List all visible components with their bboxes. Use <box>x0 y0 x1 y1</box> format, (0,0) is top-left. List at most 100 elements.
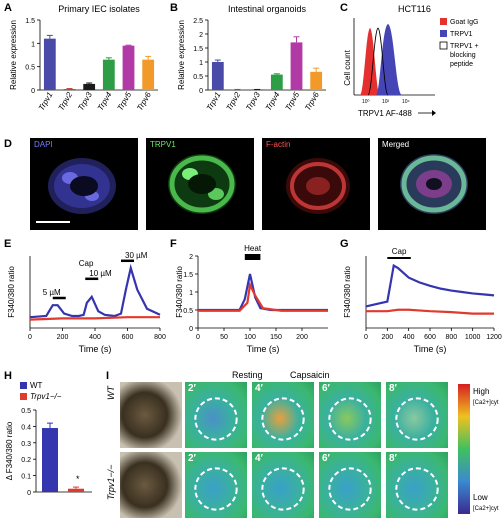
roi-outline <box>395 467 439 511</box>
heatmap-trpv1-ko-2: 4′ <box>252 452 314 518</box>
chartB-ytick-label-0: 0 <box>199 88 203 95</box>
chart-h-bar-1 <box>68 488 84 492</box>
row-label-wt: WT <box>106 386 116 400</box>
chartF-xlabel: Time (s) <box>247 344 280 354</box>
chartG-xtick-label-2: 400 <box>403 334 415 341</box>
chart-e-dose-label-2: 30 µM <box>125 251 148 260</box>
heatmap-trpv1-ko-3: 6′ <box>319 452 381 518</box>
chartF-ytick-label-2: 1 <box>189 290 193 297</box>
roi-outline <box>328 397 372 441</box>
panel-label-h: H <box>4 370 12 382</box>
chart-c-legend-4: peptide <box>450 61 473 68</box>
chartF-series-0 <box>198 273 328 312</box>
chartE-xtick-label-1: 200 <box>57 334 69 341</box>
chart-c-legend-2: TRPV1 + <box>450 43 479 50</box>
micrograph-trpv1: TRPV1 <box>146 138 254 230</box>
colorbar-ca-low: [Ca2+]cyt <box>473 506 499 512</box>
chartG-series-1 <box>366 308 494 315</box>
chartF-ytick-label-3: 1.5 <box>183 272 193 279</box>
chart-c-legend-0: Goat IgG <box>450 19 478 26</box>
chart-f: 0 50 100 150 200 0 0.5 1 1.5 2 F340/380 ratio Time … <box>175 244 328 354</box>
chart-h-ytick-label-2: 0.2 <box>21 457 31 464</box>
timepoint-label: 6′ <box>322 383 330 394</box>
chart-h-star: * <box>76 474 80 484</box>
chartE-series-0 <box>29 263 161 319</box>
chartA-ytick-label-2: 1 <box>31 41 35 48</box>
heatmap-wt-3: 6′ <box>319 382 381 448</box>
chartA-xtick-0: Trpv1 <box>37 91 55 113</box>
chartG-xlabel: Time (s) <box>414 344 447 354</box>
chart-c-flow: HCT116 Cell count 10⁰ 10² 10⁴ TRPV1 AF-488… <box>343 4 479 118</box>
chartG-xtick-label-5: 1000 <box>465 334 481 341</box>
chartF-xtick-label-3: 150 <box>270 334 282 341</box>
chart-h-legend-1: Trpv1−/− <box>30 392 62 401</box>
chart-a: Primary IEC isolates Relative expression 0… <box>9 4 158 113</box>
chartB-bar-4 <box>290 42 303 90</box>
chartA-bar-1 <box>63 89 76 90</box>
channel-label-f-actin: F-actin <box>266 140 291 149</box>
chartB-ytick-label-5: 2.5 <box>193 18 203 25</box>
chartA-ylabel: Relative expression <box>9 20 18 90</box>
chartA-ytick-label-1: 0.5 <box>25 65 35 72</box>
chartF-ytick-label-4: 2 <box>189 254 193 261</box>
colorbar-high: High <box>473 387 489 396</box>
channel-label-dapi: DAPI <box>34 140 53 149</box>
roi-outline <box>261 397 305 441</box>
svg-text:10⁰: 10⁰ <box>362 99 370 105</box>
chartA-xtick-5: Trpv6 <box>135 90 153 112</box>
chartB-title: Intestinal organoids <box>228 4 307 14</box>
chart-e-dose-label-1: 10 µM <box>89 269 112 278</box>
chart-h-legend-swatch-1 <box>20 393 27 400</box>
chartE-xtick-label-3: 600 <box>122 334 134 341</box>
colorbar: High [Ca2+]cyt Low [Ca2+]cyt <box>458 384 499 514</box>
chartG-xtick-label-3: 600 <box>424 334 436 341</box>
chartF-ytick-label-0: 0 <box>189 326 193 333</box>
micrograph-f-actin: F-actin <box>262 138 370 230</box>
chartB-bar-0 <box>211 62 224 90</box>
chart-f-heat-label: Heat <box>244 244 262 253</box>
svg-text:10²: 10² <box>382 99 390 105</box>
chartA-bar-4 <box>122 45 135 90</box>
chartB-bar-5 <box>310 71 323 90</box>
chartB-ylabel: Relative expression <box>177 20 186 90</box>
timepoint-label: 2′ <box>188 383 196 394</box>
chartF-xtick-label-1: 50 <box>220 334 228 341</box>
chartE-series-1 <box>29 316 160 321</box>
panel-label-c: C <box>340 2 348 14</box>
chartE-xtick-label-4: 800 <box>154 334 166 341</box>
chartE-xlabel: Time (s) <box>79 344 112 354</box>
heatmap-wt-2: 4′ <box>252 382 314 448</box>
chart-h-ytick-label-1: 0.1 <box>21 474 31 481</box>
chartA-xtick-2: Trpv3 <box>76 90 94 112</box>
chartA-bar-5 <box>142 59 155 90</box>
chart-h-ytick-label-5: 0.5 <box>21 408 31 415</box>
panel-label-f: F <box>170 238 177 250</box>
chartE-ylabel: F340/380 ratio <box>7 266 16 318</box>
chartG-xtick-label-6: 1200 <box>486 334 502 341</box>
chart-c-legend-3: blocking <box>450 52 476 59</box>
chart-h-ytick-label-3: 0.3 <box>21 441 31 448</box>
chartA-bar-0 <box>43 38 56 90</box>
panel-label-d: D <box>4 138 12 150</box>
chartB-ytick-label-1: 0.5 <box>193 74 203 81</box>
chart-h: WT Trpv1−/− 0 0.1 0.2 0.3 0.4 0.5 * Δ F340/380 ra… <box>5 381 92 497</box>
micrograph-dapi: DAPI <box>30 138 138 230</box>
chart-c-title: HCT116 <box>398 4 431 14</box>
chartA-title: Primary IEC isolates <box>58 4 140 14</box>
chart-h-ylabel: Δ F340/380 ratio <box>5 421 14 480</box>
timepoint-label: 4′ <box>255 383 263 394</box>
chart-c-ylabel: Cell count <box>343 49 352 85</box>
roi-outline <box>194 397 238 441</box>
panel-label-g: G <box>340 238 349 250</box>
chartB-xtick-2: Trpv3 <box>244 90 262 112</box>
chart-b: Intestinal organoids Relative expression 0… <box>177 4 326 112</box>
chartG-xtick-label-0: 0 <box>364 334 368 341</box>
roi-outline <box>194 467 238 511</box>
chartA-bar-2 <box>83 83 96 90</box>
colorbar-ca-high: [Ca2+]cyt <box>473 400 499 406</box>
roi-outline <box>328 467 372 511</box>
chartE-xtick-label-2: 400 <box>89 334 101 341</box>
chart-h-bar-0 <box>42 428 58 492</box>
chartG-series-0 <box>365 263 495 308</box>
timepoint-label: 4′ <box>255 453 263 464</box>
